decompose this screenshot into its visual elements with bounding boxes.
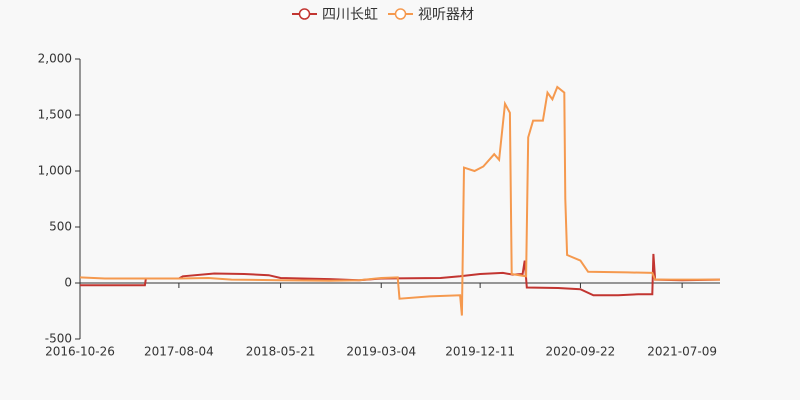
series-line: [79, 85, 720, 316]
x-tick-label: 2021-07-09: [647, 345, 717, 359]
x-tick-label: 2018-05-21: [246, 345, 316, 359]
y-tick-label: -500: [45, 332, 72, 346]
x-tick-label: 2019-12-11: [445, 345, 515, 359]
legend-item: 四川长虹: [292, 7, 378, 23]
legend-symbol: [298, 8, 311, 20]
series-line: [80, 253, 721, 297]
x-tick-label: 2016-10-26: [45, 345, 115, 359]
legend-label: 视听器材: [418, 7, 474, 23]
y-tick-label: 2,000: [38, 52, 72, 66]
y-tick-label: 0: [64, 276, 72, 290]
legend-label: 四川长虹: [322, 7, 378, 23]
y-tick-label: 1,000: [38, 164, 72, 178]
x-tick-label: 2019-03-04: [346, 345, 416, 359]
legend-item: 视听器材: [388, 7, 474, 23]
x-tick-label: 2017-08-04: [144, 345, 214, 359]
y-tick-label: 500: [49, 220, 72, 234]
x-tick-label: 2020-09-22: [546, 345, 616, 359]
legend-symbol: [394, 8, 407, 20]
y-tick-label: 1,500: [38, 108, 72, 122]
